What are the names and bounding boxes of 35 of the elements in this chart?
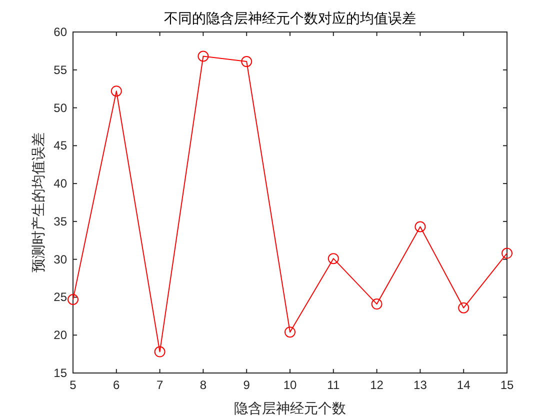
y-tick-label: 50 <box>54 100 68 115</box>
y-tick-label: 30 <box>54 252 68 266</box>
x-tick-label: 10 <box>283 378 297 392</box>
point <box>154 346 166 358</box>
y-tick-label: 40 <box>54 176 68 191</box>
x-tick-label: 5 <box>70 378 77 392</box>
y-tick-label: 25 <box>54 290 68 304</box>
point <box>110 86 122 97</box>
x-tick-label: 15 <box>500 378 514 392</box>
point <box>241 56 252 68</box>
y-tick-label: 15 <box>54 366 68 380</box>
x-tick-label: 14 <box>456 378 471 392</box>
x-tick-label: 7 <box>156 378 164 392</box>
x-tick-label: 11 <box>327 378 340 392</box>
point <box>68 294 78 305</box>
x-tick-label: 8 <box>200 378 207 392</box>
chart-title: 不同的隐含层神经元个数对应的均值误差 <box>164 11 416 27</box>
point <box>371 298 382 310</box>
y-tick-label: 60 <box>54 25 68 39</box>
point <box>198 50 209 62</box>
point <box>458 302 470 314</box>
y-tick-label: 45 <box>54 138 68 153</box>
x-tick-label: 12 <box>370 378 384 392</box>
point <box>328 253 339 264</box>
x-axis-title: 隐含层神经元个数 <box>234 401 346 417</box>
point <box>414 221 426 232</box>
y-axis-title: 预测时产生的均值误差 <box>31 132 47 272</box>
x-tick-label: 13 <box>414 378 428 392</box>
y-tick-label: 35 <box>54 214 68 228</box>
point <box>502 248 512 259</box>
x-tick-label: 9 <box>243 378 250 392</box>
y-tick-label: 55 <box>54 62 68 77</box>
x-tick-label: 6 <box>113 378 120 392</box>
point <box>284 326 296 338</box>
y-tick-label: 20 <box>54 328 68 342</box>
